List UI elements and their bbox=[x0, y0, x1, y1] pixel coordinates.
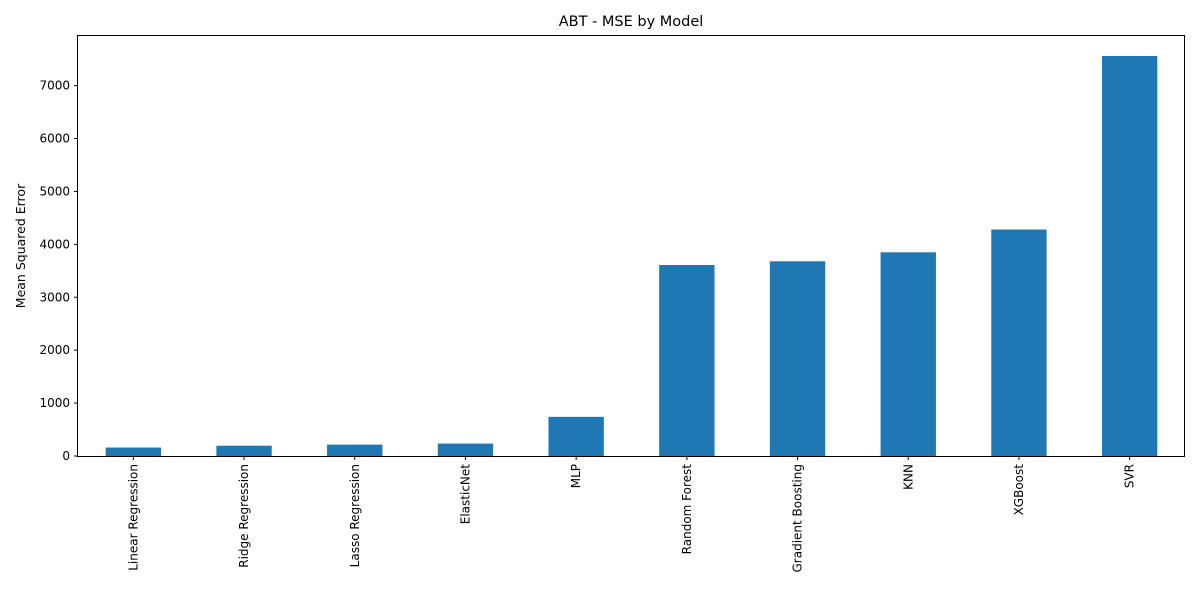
y-tick-label: 4000 bbox=[39, 237, 70, 251]
x-tick-label: Random Forest bbox=[680, 464, 694, 555]
x-tick-label: XGBoost bbox=[1012, 464, 1026, 516]
bar-ridge-regression bbox=[216, 445, 272, 456]
x-tick-label: Lasso Regression bbox=[348, 464, 362, 567]
y-tick-label: 2000 bbox=[39, 343, 70, 357]
y-tick-label: 3000 bbox=[39, 290, 70, 304]
x-tick-label: KNN bbox=[901, 464, 915, 490]
bar-xgboost bbox=[991, 229, 1047, 456]
y-tick-label: 6000 bbox=[39, 132, 70, 146]
bar-mlp bbox=[548, 416, 604, 456]
bar-elasticnet bbox=[437, 443, 494, 456]
chart-title: ABT - MSE by Model bbox=[559, 14, 704, 30]
x-tick-label: Gradient Boosting bbox=[791, 464, 805, 572]
y-tick-label: 5000 bbox=[39, 184, 70, 198]
x-tick-label: Ridge Regression bbox=[237, 464, 251, 568]
x-tick-label: SVR bbox=[1123, 464, 1137, 488]
y-axis-label: Mean Squared Error bbox=[13, 183, 28, 308]
bar-svr bbox=[1101, 56, 1158, 456]
bars-group bbox=[105, 56, 1158, 456]
x-axis: Linear Regression Ridge Regression Lasso R… bbox=[126, 456, 1137, 572]
y-axis: 0 1000 2000 3000 4000 5000 6000 7000 bbox=[39, 79, 78, 463]
x-tick-label: MLP bbox=[569, 464, 583, 488]
bar-random-forest bbox=[659, 264, 715, 456]
y-tick-label: 0 bbox=[62, 449, 70, 463]
y-tick-label: 1000 bbox=[39, 396, 70, 410]
bar-gradient-boosting bbox=[769, 261, 826, 456]
plot-frame bbox=[77, 35, 1185, 457]
y-tick-label: 7000 bbox=[39, 79, 70, 93]
bar-lasso-regression bbox=[327, 444, 383, 456]
x-tick-label: Linear Regression bbox=[126, 464, 140, 571]
bar-knn bbox=[880, 252, 936, 456]
bar-linear-regression bbox=[105, 447, 162, 456]
x-tick-label: ElasticNet bbox=[458, 464, 472, 525]
